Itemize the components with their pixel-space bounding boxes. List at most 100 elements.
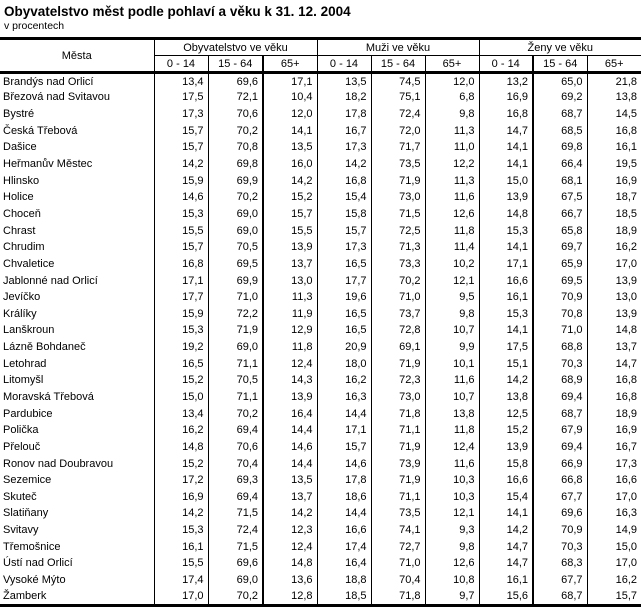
value-cell: 13,9 xyxy=(586,305,641,323)
value-cell: 16,2 xyxy=(586,238,641,256)
value-cell: 18,8 xyxy=(316,571,371,589)
value-cell: 12,2 xyxy=(424,155,479,173)
value-cell: 72,2 xyxy=(207,305,264,323)
value-cell: 11,3 xyxy=(262,288,317,306)
value-cell: 71,8 xyxy=(370,405,425,422)
value-cell: 15,3 xyxy=(153,322,208,339)
value-cell: 68,3 xyxy=(532,555,587,572)
value-cell: 73,0 xyxy=(370,188,425,206)
value-cell: 69,2 xyxy=(532,89,587,106)
value-cell: 17,7 xyxy=(316,272,371,289)
value-cell: 72,1 xyxy=(207,89,264,106)
value-cell: 14,8 xyxy=(478,205,534,223)
value-cell: 17,4 xyxy=(153,571,208,589)
value-cell: 73,9 xyxy=(370,455,425,472)
value-cell: 13,5 xyxy=(262,471,317,489)
value-cell: 16,8 xyxy=(586,372,641,389)
value-cell: 14,5 xyxy=(586,105,641,123)
value-cell: 73,7 xyxy=(370,305,425,323)
value-cell: 65,0 xyxy=(532,72,587,90)
value-cell: 14,1 xyxy=(478,238,534,256)
value-cell: 67,7 xyxy=(532,571,587,589)
value-cell: 17,1 xyxy=(316,421,371,439)
value-cell: 10,7 xyxy=(424,388,479,406)
value-cell: 69,0 xyxy=(207,338,264,356)
value-cell: 15,7 xyxy=(586,588,641,605)
value-cell: 15,6 xyxy=(478,588,534,605)
value-cell: 72,8 xyxy=(370,322,425,339)
table-row: Lanškroun 15,3 71,9 12,9 16,5 72,8 10,7 14,1 71,… xyxy=(0,322,641,339)
city-name-cell: Choceň xyxy=(3,207,41,220)
value-cell: 12,5 xyxy=(478,405,534,422)
value-cell: 17,3 xyxy=(316,139,371,156)
city-name-cell: Lázně Bohdaneč xyxy=(3,341,86,354)
value-cell: 67,7 xyxy=(532,488,587,506)
table-row: Bystré 17,3 70,6 12,0 17,8 72,4 9,8 16,8 68,7 14,… xyxy=(0,105,641,123)
value-cell: 16,5 xyxy=(316,255,371,273)
value-cell: 71,8 xyxy=(370,588,425,605)
value-cell: 13,9 xyxy=(586,272,641,289)
value-cell: 14,8 xyxy=(586,322,641,339)
value-cell: 16,3 xyxy=(316,388,371,406)
value-cell: 69,6 xyxy=(532,505,587,522)
value-cell: 16,3 xyxy=(586,505,641,522)
city-name-cell: Svitavy xyxy=(3,524,39,537)
value-cell: 15,5 xyxy=(153,222,208,239)
city-name-cell: Jablonné nad Orlicí xyxy=(3,274,98,287)
city-name-cell: Brandýs nad Orlicí xyxy=(3,75,94,88)
value-cell: 15,2 xyxy=(262,188,317,206)
table-row: Svitavy 15,3 72,4 12,3 16,6 74,1 9,3 14,2 70,9 14… xyxy=(0,521,641,539)
value-cell: 14,4 xyxy=(316,505,371,522)
value-cell: 13,9 xyxy=(478,438,534,456)
value-cell: 18,5 xyxy=(586,205,641,223)
value-cell: 14,4 xyxy=(262,421,317,439)
value-cell: 11,6 xyxy=(424,455,479,472)
value-cell: 18,0 xyxy=(316,355,371,373)
value-cell: 67,5 xyxy=(532,188,587,206)
value-cell: 71,0 xyxy=(207,288,264,306)
table-row: Ústí nad Orlicí 15,5 69,6 14,8 16,4 71,0 12,6 1… xyxy=(0,555,641,572)
value-cell: 13,9 xyxy=(478,188,534,206)
value-cell: 15,8 xyxy=(316,205,371,223)
city-name-cell: Moravská Třebová xyxy=(3,390,94,403)
value-cell: 18,5 xyxy=(316,588,371,605)
value-cell: 13,0 xyxy=(262,272,317,289)
city-name-cell: Slatiňany xyxy=(3,507,49,520)
value-cell: 15,3 xyxy=(153,521,208,539)
column-header-age: 0 - 14 xyxy=(316,55,371,74)
value-cell: 68,7 xyxy=(532,405,587,422)
value-cell: 71,0 xyxy=(532,322,587,339)
table-header: Města Obyvatelstvo ve věku Muži ve věku … xyxy=(0,38,641,74)
value-cell: 70,9 xyxy=(532,288,587,306)
table-row: Chvaletice 16,8 69,5 13,7 16,5 73,3 10,2 17,1 65… xyxy=(0,255,641,273)
value-cell: 9,8 xyxy=(424,538,479,556)
city-name-cell: Polička xyxy=(3,424,39,437)
value-cell: 14,2 xyxy=(153,505,208,522)
value-cell: 14,2 xyxy=(153,155,208,173)
value-cell: 69,1 xyxy=(370,338,425,356)
value-cell: 17,5 xyxy=(153,89,208,106)
column-group-population: Obyvatelstvo ve věku xyxy=(153,38,317,56)
value-cell: 16,8 xyxy=(153,255,208,273)
value-cell: 14,7 xyxy=(478,122,534,140)
value-cell: 16,9 xyxy=(478,89,534,106)
value-cell: 17,0 xyxy=(586,555,641,572)
value-cell: 17,8 xyxy=(316,105,371,123)
value-cell: 73,0 xyxy=(370,388,425,406)
value-cell: 17,3 xyxy=(586,455,641,472)
value-cell: 12,3 xyxy=(262,521,317,539)
table-row: Pardubice 13,4 70,2 16,4 14,4 71,8 13,8 12,5 68,… xyxy=(0,405,641,422)
table-row: Letohrad 16,5 71,1 12,4 18,0 71,9 10,1 15,1 70,3… xyxy=(0,355,641,373)
city-name-cell: Králíky xyxy=(3,307,37,320)
value-cell: 66,8 xyxy=(532,471,587,489)
value-cell: 68,1 xyxy=(532,172,587,189)
value-cell: 69,7 xyxy=(532,238,587,256)
value-cell: 16,0 xyxy=(262,155,317,173)
column-group-men: Muži ve věku xyxy=(316,38,479,56)
table-row: Choceň 15,3 69,0 15,7 15,8 71,5 12,6 14,8 66,7 18… xyxy=(0,205,641,223)
value-cell: 10,2 xyxy=(424,255,479,273)
value-cell: 14,6 xyxy=(316,455,371,472)
value-cell: 74,1 xyxy=(370,521,425,539)
column-header-age: 65+ xyxy=(424,55,479,74)
table-row: Brandýs nad Orlicí 13,4 69,6 17,1 13,5 74,5 12… xyxy=(0,72,641,90)
